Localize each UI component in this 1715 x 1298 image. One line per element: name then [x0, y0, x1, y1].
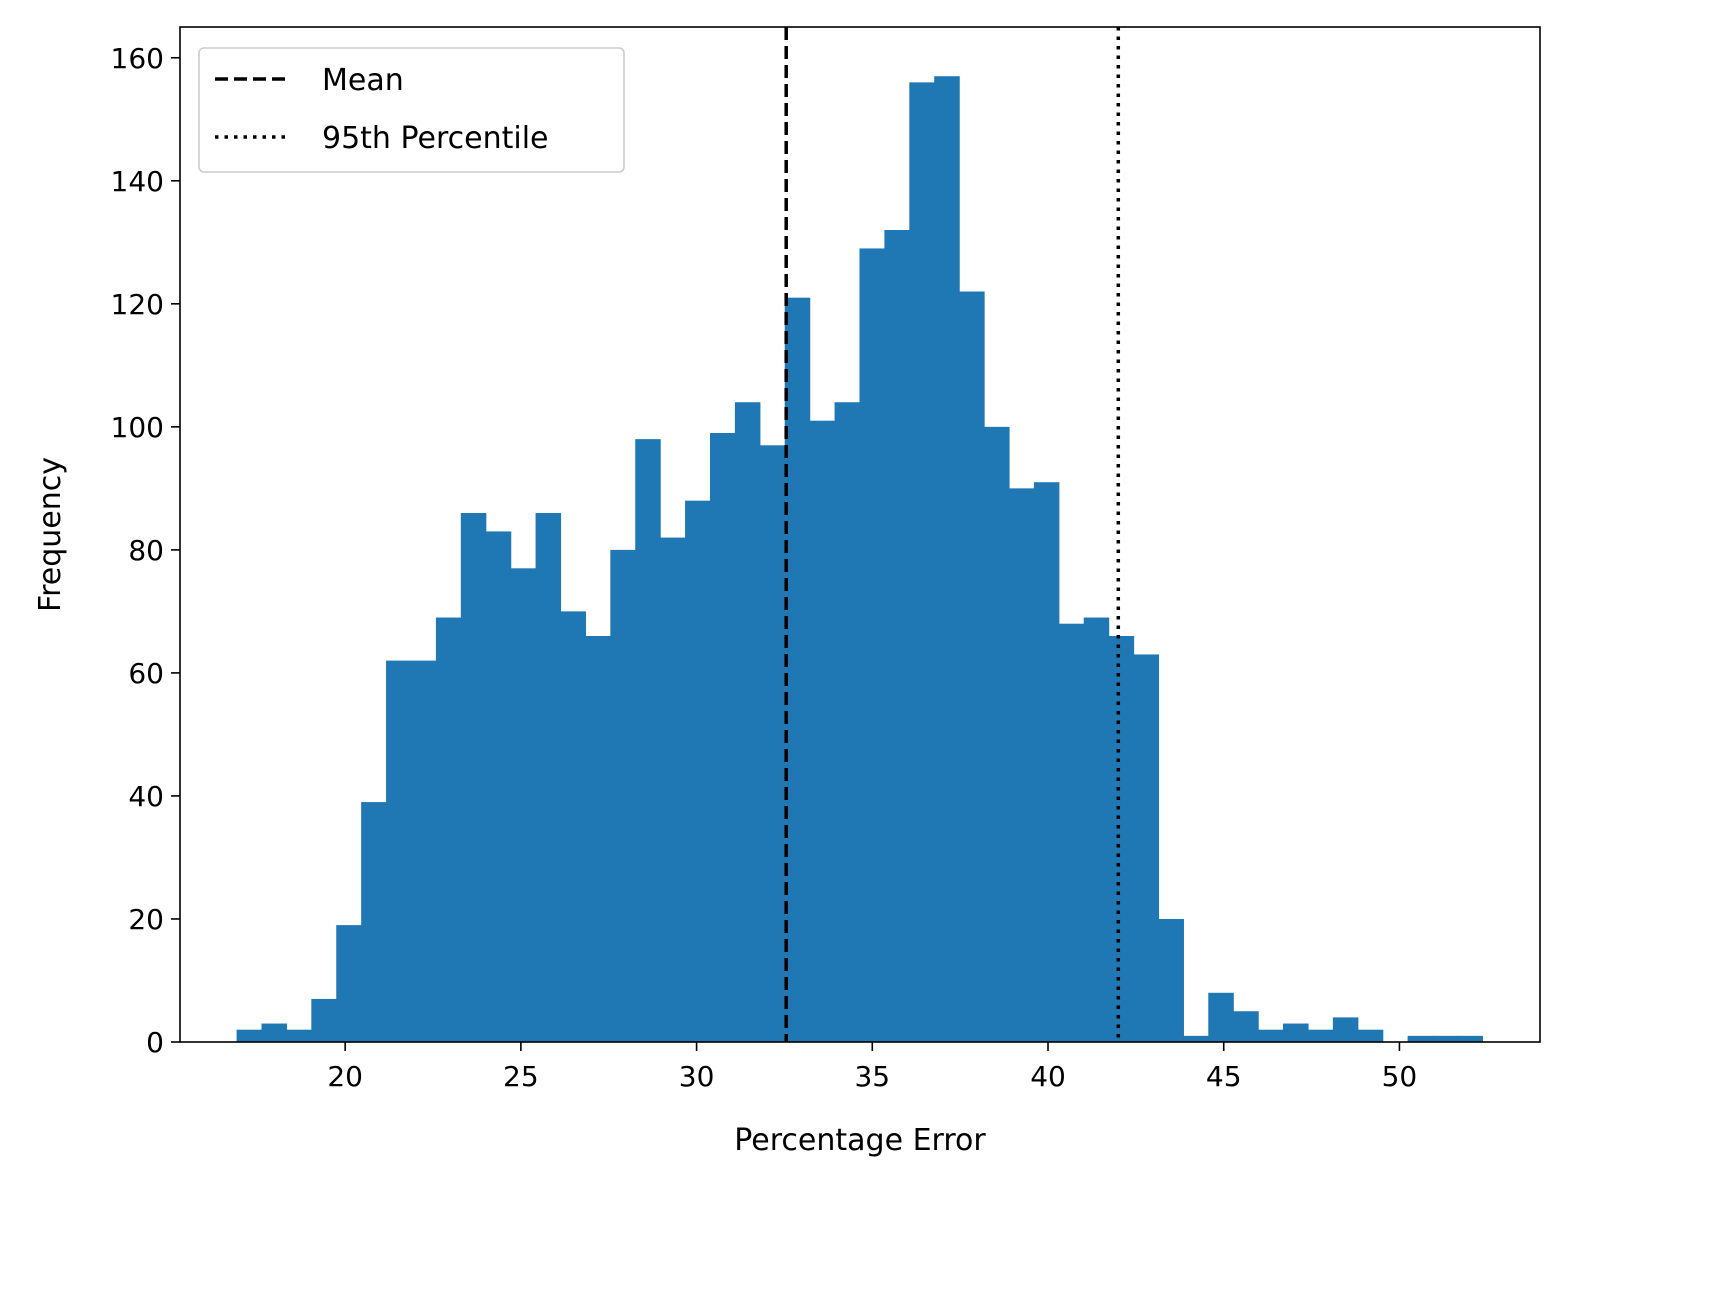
legend-box [198, 47, 625, 173]
histogram-bar [286, 1029, 312, 1042]
histogram-bar [311, 998, 337, 1042]
histogram-bar [1457, 1035, 1483, 1042]
histogram-bar [934, 76, 960, 1043]
histogram-bar [1332, 1017, 1359, 1042]
y-tick-label: 160 [111, 42, 164, 75]
histogram-bar [959, 291, 985, 1042]
y-tick-label: 100 [111, 411, 164, 444]
histogram-bar [1307, 1029, 1334, 1042]
histogram-bar [1158, 918, 1184, 1042]
histogram-bar [884, 230, 910, 1042]
x-axis-label: Percentage Error [734, 1123, 986, 1158]
y-axis-label: Frequency [33, 457, 68, 612]
histogram-bar [1108, 636, 1135, 1042]
histogram-bar [1432, 1035, 1459, 1042]
histogram-bar [660, 537, 686, 1042]
x-tick-label: 50 [1382, 1060, 1418, 1093]
histogram-bar [485, 531, 512, 1042]
histogram-bar [859, 248, 885, 1043]
y-tick-label: 40 [128, 780, 164, 813]
histogram-bar [1258, 1029, 1284, 1042]
x-tick-label: 25 [503, 1060, 539, 1093]
histogram-bar [1033, 482, 1060, 1042]
reference-lines [784, 27, 1121, 1042]
histogram-bar [236, 1029, 263, 1042]
histogram-bar [510, 568, 537, 1042]
histogram-bar [1083, 617, 1110, 1042]
histogram-bar [1233, 1011, 1259, 1042]
legend-mean-label: Mean [322, 63, 404, 98]
y-tick-label: 120 [111, 288, 164, 321]
x-tick-label: 30 [679, 1060, 715, 1093]
histogram-bar [809, 420, 836, 1042]
histogram-bar [460, 512, 487, 1042]
x-tick-label: 40 [1030, 1060, 1066, 1093]
legend-95th-percentile-label: 95th Percentile [322, 121, 549, 156]
histogram-bar [1008, 488, 1035, 1042]
histogram-bar [709, 433, 736, 1042]
histogram-bar [585, 636, 611, 1042]
histogram-bar [984, 426, 1010, 1042]
histogram-bar [1357, 1029, 1384, 1042]
histogram-bar [635, 439, 661, 1043]
histogram-bar [336, 925, 362, 1042]
y-tick-label: 80 [128, 534, 164, 567]
histogram-bars [236, 76, 1483, 1043]
x-tick-label: 20 [327, 1060, 363, 1093]
histogram-bar [734, 402, 761, 1042]
histogram-bar [834, 402, 861, 1042]
histogram-bar [1283, 1023, 1309, 1042]
histogram-bar [784, 297, 811, 1043]
histogram-bar [535, 512, 562, 1042]
histogram-bar [909, 82, 935, 1042]
y-tick-label: 0 [146, 1026, 164, 1059]
histogram-bar [361, 802, 387, 1042]
histogram-bar [685, 500, 711, 1043]
histogram-bar [1133, 654, 1160, 1042]
y-tick-label: 140 [111, 165, 164, 198]
y-tick-label: 60 [128, 657, 164, 690]
x-axis-ticks: 20 25 30 35 40 45 50 [327, 1042, 1417, 1093]
legend: Mean 95th Percentile [198, 47, 625, 173]
histogram-bar [1183, 1035, 1209, 1042]
histogram-bar [410, 660, 437, 1042]
histogram-bar [610, 549, 636, 1042]
histogram-bar [1208, 992, 1234, 1042]
histogram-bar [759, 445, 786, 1042]
histogram-bar [560, 611, 586, 1042]
plot-frame [179, 26, 1541, 1043]
histogram-bar [261, 1023, 288, 1042]
x-tick-label: 45 [1206, 1060, 1242, 1093]
x-tick-label: 35 [854, 1060, 890, 1093]
y-tick-label: 20 [128, 903, 164, 936]
y-axis-ticks: 0 20 40 60 80 100 120 140 160 [111, 42, 180, 1059]
histogram-bar [435, 617, 462, 1042]
histogram-bar [1058, 623, 1085, 1042]
histogram-bar [386, 660, 412, 1042]
histogram-bar [1407, 1035, 1434, 1042]
